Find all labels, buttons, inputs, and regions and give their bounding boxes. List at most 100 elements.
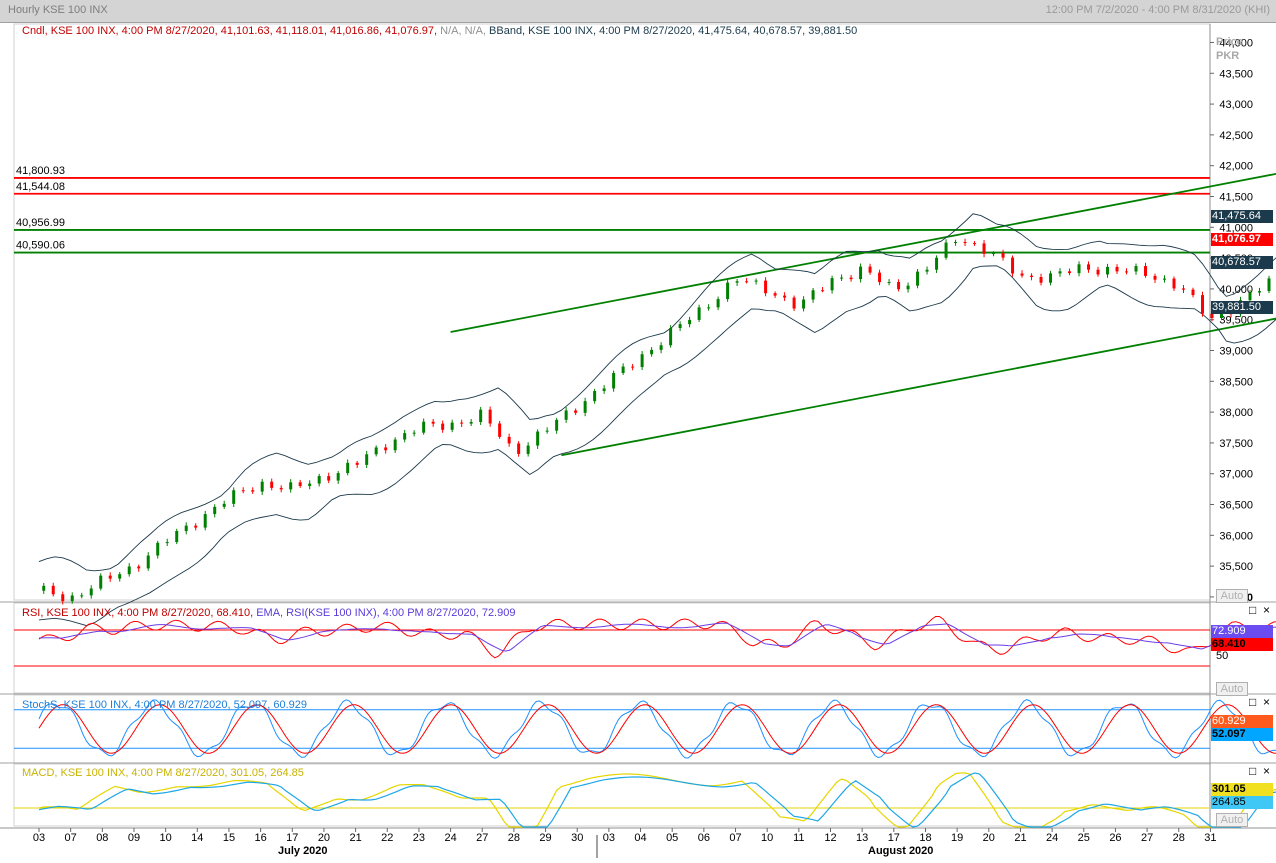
candle-body [498, 423, 502, 437]
y-tick-label: 37,000 [1219, 469, 1253, 481]
candle-body [849, 277, 853, 280]
rsi-maximize-icon[interactable]: □ [1249, 603, 1257, 617]
candle-body [602, 388, 606, 391]
candle-body [507, 436, 511, 444]
trend-line [450, 172, 1276, 333]
x-tick-label: 28 [508, 832, 520, 844]
axis-title-price: Price [1216, 36, 1243, 48]
x-tick-label: 21 [1014, 832, 1026, 844]
candle-body [384, 447, 388, 451]
candle-body [659, 345, 663, 350]
candle-body [678, 324, 682, 329]
candle-body [745, 281, 749, 283]
candle-body [251, 490, 255, 492]
candle-body [327, 476, 331, 481]
y-tick-label: 43,500 [1219, 68, 1253, 80]
price-auto-scale[interactable]: Auto [1216, 589, 1248, 603]
x-tick-label: 16 [254, 832, 266, 844]
window-title: Hourly KSE 100 INX [8, 4, 108, 16]
axis-title-currency: PKR [1216, 50, 1240, 62]
candle-body [393, 439, 397, 451]
candle-body [897, 282, 901, 290]
candle-body [916, 271, 920, 286]
candle-body [688, 319, 692, 325]
month-label-july: July 2020 [278, 845, 328, 857]
candle-body [1257, 291, 1261, 293]
x-tick-label: 17 [286, 832, 298, 844]
rsi-legend-text: RSI, KSE 100 INX, 4:00 PM 8/27/2020, 68.… [22, 607, 254, 619]
macd-auto-scale[interactable]: Auto [1216, 813, 1248, 827]
candle-body [726, 282, 730, 300]
candle-body [184, 525, 188, 531]
month-label-august: August 2020 [868, 845, 934, 857]
candle-body [697, 307, 701, 320]
candle-body [450, 422, 454, 430]
candle-body [1020, 273, 1024, 276]
candle-body [146, 555, 150, 569]
rsi-auto-scale[interactable]: Auto [1216, 682, 1248, 696]
x-tick-label: 17 [888, 832, 900, 844]
x-tick-label: 31 [1204, 832, 1216, 844]
stoch-close-icon[interactable]: × [1263, 695, 1271, 709]
candle-body [374, 447, 378, 455]
candle-body [1011, 257, 1015, 274]
x-tick-label: 08 [96, 832, 108, 844]
candle-body [1201, 295, 1205, 314]
x-tick-label: 03 [603, 832, 615, 844]
candle-body [1077, 264, 1081, 274]
candle-body [1115, 266, 1119, 272]
candle-legend: Cndl, KSE 100 INX, 4:00 PM 8/27/2020, 41… [22, 25, 438, 37]
stoch-k-line [38, 699, 1276, 759]
candle-body [1106, 266, 1110, 275]
macd-legend: MACD, KSE 100 INX, 4:00 PM 8/27/2020, 30… [22, 767, 304, 779]
x-tick-label: 29 [539, 832, 551, 844]
ema-legend-text: EMA, RSI(KSE 100 INX), 4:00 PM 8/27/2020… [256, 607, 516, 619]
candle-body [640, 354, 644, 368]
badge-close: 41,076.97 [1211, 233, 1273, 246]
stoch-legend: StochS, KSE 100 INX, 4:00 PM 8/27/2020, … [22, 699, 307, 711]
stoch-maximize-icon[interactable]: □ [1249, 695, 1257, 709]
x-tick-label: 21 [349, 832, 361, 844]
candle-body [308, 483, 312, 487]
candle-body [1144, 266, 1148, 276]
candle-body [735, 281, 739, 283]
candle-body [631, 366, 635, 368]
candle-body [830, 278, 834, 291]
price-level-label: 40,590.06 [16, 240, 65, 252]
candle-body [194, 525, 198, 528]
candle-body [1068, 271, 1072, 274]
rsi-close-icon[interactable]: × [1263, 603, 1271, 617]
x-tick-label: 26 [1109, 832, 1121, 844]
candle-body [232, 490, 236, 504]
candle-body [925, 269, 929, 272]
candle-body [536, 431, 540, 446]
candle-body [213, 506, 217, 515]
price-level-label: 41,544.08 [16, 181, 65, 193]
date-range: 12:00 PM 7/2/2020 - 4:00 PM 8/31/2020 (K… [1045, 4, 1270, 16]
macd-maximize-icon[interactable]: □ [1249, 764, 1257, 778]
candle-body [555, 419, 559, 431]
x-tick-label: 24 [444, 832, 456, 844]
candle-body [992, 253, 996, 255]
candle-body [1125, 271, 1129, 273]
x-tick-label: 09 [128, 832, 140, 844]
title-bar: Hourly KSE 100 INX 12:00 PM 7/2/2020 - 4… [0, 0, 1276, 23]
x-tick-label: 03 [33, 832, 45, 844]
candle-body [545, 430, 549, 432]
y-tick-label: 41,000 [1219, 222, 1253, 234]
candle-body [412, 432, 416, 434]
y-tick-label: 42,500 [1219, 130, 1253, 142]
x-tick-label: 04 [634, 832, 646, 844]
candle-body [973, 243, 977, 245]
candle-body [175, 530, 179, 543]
candle-body [479, 409, 483, 422]
candle-body [1030, 275, 1034, 277]
candle-body [1049, 273, 1053, 283]
rsi-tick-50: 50 [1216, 650, 1229, 662]
candle-body [517, 443, 521, 454]
candle-body [1220, 312, 1224, 319]
macd-close-icon[interactable]: × [1263, 764, 1271, 778]
candle-body [336, 473, 340, 481]
candle-body [89, 588, 93, 596]
